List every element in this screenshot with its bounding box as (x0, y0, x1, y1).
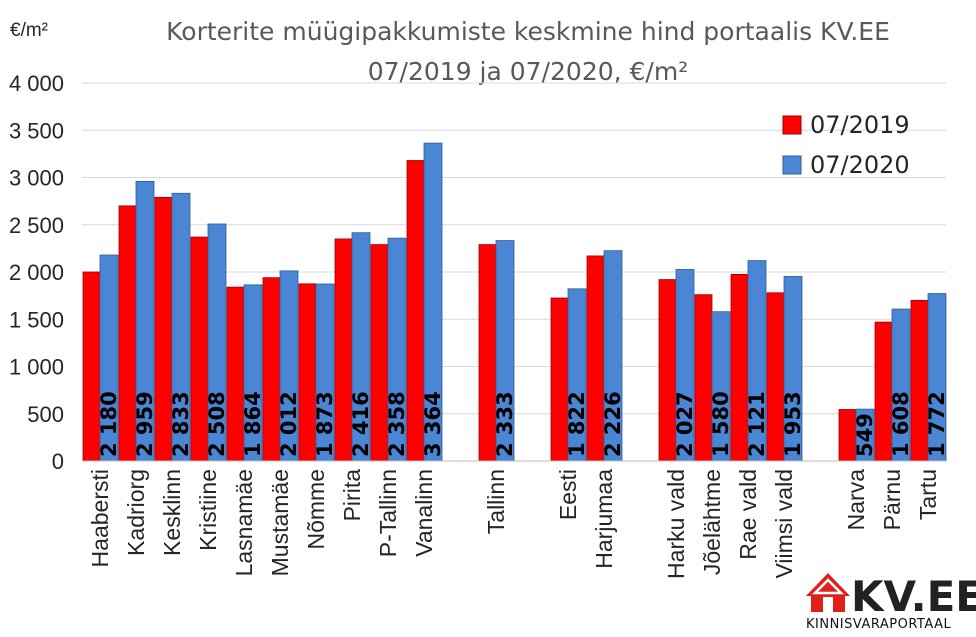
y-tick-label: 3 500 (9, 118, 64, 143)
x-category-label: Viimsi vald (771, 469, 797, 579)
data-labels: 2 180 2 959 2 833 2 508 1 864 2 012 1 873 2 416… (97, 391, 949, 457)
data-label-07-2020: 2 027 (673, 391, 697, 457)
chart-title-line1: Korterite müügipakkumiste keskmine hind … (166, 17, 890, 46)
x-category-label: Haabersti (87, 469, 113, 567)
x-category-label: Jõelähtme (699, 469, 725, 575)
data-label-07-2020: 549 (853, 413, 877, 457)
data-label-07-2020: 1 864 (241, 391, 265, 457)
legend-label-2020: 07/2020 (810, 151, 910, 179)
x-category-label: Rae vald (735, 469, 761, 560)
legend-swatch-2020 (782, 155, 802, 175)
data-label-07-2020: 2 226 (601, 391, 625, 457)
x-category-label: Nõmme (303, 469, 329, 550)
legend: 07/2019 07/2020 (782, 111, 910, 179)
y-tick-label: 3 000 (9, 166, 64, 191)
x-category-label: Tallinn (483, 469, 509, 534)
data-label-07-2020: 1 772 (925, 391, 949, 457)
x-category-label: Narva (843, 469, 869, 531)
x-category-label: Pärnu (879, 469, 905, 530)
y-tick-label: 0 (52, 449, 64, 474)
y-tick-label: 4 000 (9, 71, 64, 96)
logo-subtitle: KINNISVARAPORTAAL (806, 617, 951, 632)
y-tick-label: 1 000 (9, 355, 64, 380)
x-category-label: Kristiine (195, 469, 221, 551)
legend-swatch-2019 (782, 115, 802, 135)
y-tick-label: 2 500 (9, 213, 64, 238)
logo-text: KV.EE (851, 572, 976, 621)
data-label-07-2020: 2 959 (133, 391, 157, 457)
x-axis-category-labels: Haabersti Kadriorg Kesklinn Kristiine Lasnam… (87, 469, 941, 579)
data-label-07-2020: 1 953 (781, 391, 805, 457)
y-axis-unit-label: €/m² (10, 20, 48, 41)
x-category-label: Harjumaa (591, 469, 617, 569)
x-category-label: Kadriorg (123, 469, 149, 556)
legend-label-2019: 07/2019 (810, 111, 910, 139)
x-category-label: Harku vald (663, 469, 689, 579)
y-axis-ticks: 0 500 1 000 1 500 2 000 2 500 3 000 3 500 4 000 (9, 71, 64, 474)
x-category-label: Pirita (339, 469, 365, 522)
data-label-07-2020: 1 580 (709, 391, 733, 457)
data-label-07-2020: 2 358 (385, 391, 409, 457)
data-label-07-2020: 1 873 (313, 391, 337, 457)
data-label-07-2020: 2 012 (277, 391, 301, 457)
bars (82, 142, 947, 462)
x-category-label: Vanalinn (411, 469, 437, 557)
data-label-07-2020: 2 121 (745, 391, 769, 457)
x-category-label: Lasnamäe (231, 469, 257, 576)
y-tick-label: 1 500 (9, 307, 64, 332)
data-label-07-2020: 2 508 (205, 391, 229, 457)
x-category-label: P-Tallinn (375, 469, 401, 557)
chart-title-line2: 07/2019 ja 07/2020, €/m² (368, 57, 688, 86)
x-category-label: Eesti (555, 469, 581, 520)
data-label-07-2020: 2 833 (169, 391, 193, 457)
kvee-logo: KV.EE KINNISVARAPORTAAL (806, 572, 976, 632)
data-label-07-2020: 1 608 (889, 391, 913, 457)
x-category-label: Kesklinn (159, 469, 185, 556)
data-label-07-2020: 2 333 (493, 391, 517, 457)
data-label-07-2020: 1 822 (565, 391, 589, 457)
data-label-07-2020: 2 180 (97, 391, 121, 457)
y-tick-label: 2 000 (9, 260, 64, 285)
house-icon (806, 573, 850, 612)
x-category-label: Tartu (915, 469, 941, 520)
x-category-label: Mustamäe (267, 469, 293, 576)
data-label-07-2020: 3 364 (421, 391, 445, 457)
y-tick-label: 500 (27, 402, 64, 427)
data-label-07-2020: 2 416 (349, 391, 373, 457)
